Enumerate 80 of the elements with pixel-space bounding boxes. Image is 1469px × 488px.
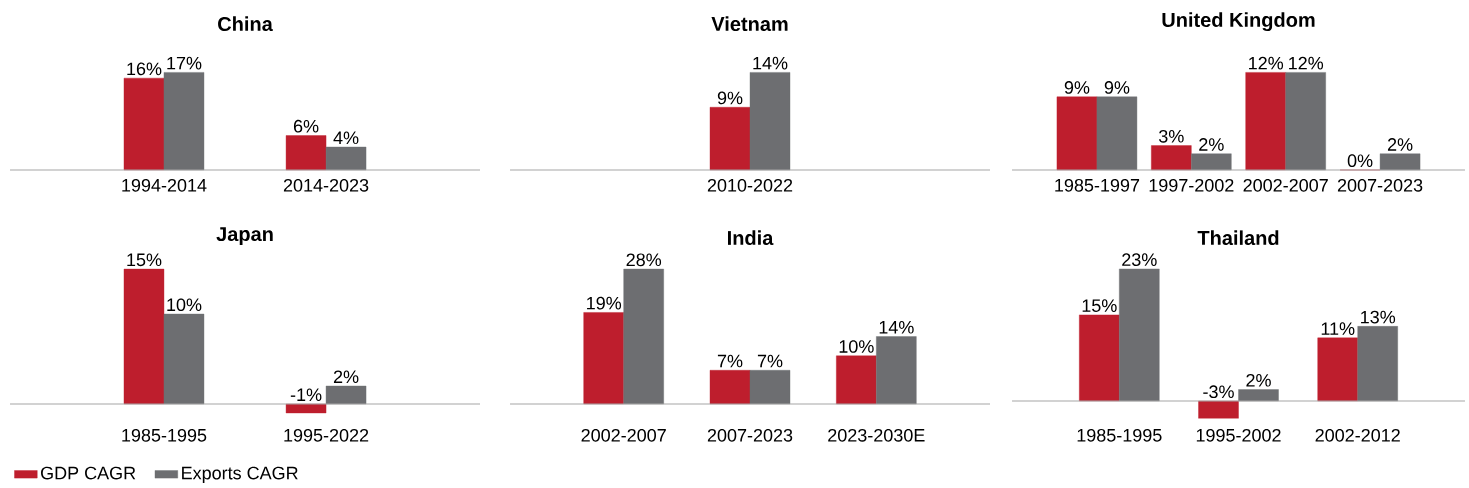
data-label: 14% [753, 56, 788, 70]
bar [876, 336, 917, 405]
x-tick-label: 2023-2030E [828, 428, 925, 442]
x-tick-label: 2010-2022 [707, 178, 793, 192]
data-label: 9% [717, 91, 743, 105]
data-label: 2% [1199, 138, 1224, 151]
data-label: 13% [1361, 310, 1396, 324]
chart-title: Japan [216, 227, 273, 246]
data-label: 28% [626, 253, 662, 267]
chart-title: India [728, 230, 774, 246]
bar [1245, 72, 1286, 171]
bar [285, 135, 327, 171]
bar [623, 268, 664, 405]
data-label: 10% [167, 298, 202, 312]
bar [1079, 314, 1120, 402]
x-tick-label: 1995-2002 [1196, 428, 1281, 442]
x-tick-label: 2002-2012 [1315, 428, 1400, 442]
bar [1056, 96, 1098, 171]
data-label: 15% [1082, 299, 1117, 312]
x-tick-label: 1985-1995 [1077, 428, 1162, 442]
x-tick-label: 1995-2022 [284, 428, 369, 442]
data-label: 19% [587, 296, 622, 310]
data-label: 0% [1347, 154, 1373, 168]
x-tick-label: 2007-2023 [707, 428, 793, 442]
bar [163, 313, 205, 405]
data-label: 4% [333, 131, 359, 145]
legend-label: Exports CAGR [182, 466, 298, 483]
data-label: 2% [1246, 373, 1271, 387]
chart-title: Vietnam [711, 16, 788, 32]
bar [1096, 96, 1138, 171]
bar [1191, 153, 1232, 171]
data-label: 12% [1249, 56, 1284, 70]
bar [1198, 400, 1239, 419]
data-label: 17% [167, 56, 202, 70]
bar [1151, 145, 1192, 171]
bar [1317, 337, 1358, 402]
bar [163, 72, 205, 171]
bar [1285, 72, 1326, 171]
data-label: 10% [839, 340, 874, 353]
chart-title: United Kingdom [1162, 12, 1315, 32]
data-label: 7% [757, 354, 783, 368]
data-label: -3% [1203, 385, 1234, 399]
x-tick-label: 1997-2002 [1149, 178, 1234, 192]
bar [325, 385, 367, 405]
x-tick-label: 1994-2014 [122, 178, 207, 192]
data-label: 15% [127, 253, 162, 267]
bar [123, 77, 165, 171]
chart-title: China [218, 16, 273, 32]
x-tick-label: 1985-1997 [1055, 178, 1140, 192]
data-label: 14% [879, 321, 914, 334]
bar [1357, 326, 1398, 402]
data-label: 16% [127, 62, 162, 76]
data-label: 9% [1104, 81, 1130, 94]
bar [285, 403, 327, 414]
data-label: 2% [1387, 138, 1413, 151]
bar [325, 146, 367, 171]
bar [749, 370, 791, 405]
legend-label: GDP CAGR [41, 466, 136, 480]
bar [1379, 153, 1421, 171]
data-label: 12% [1289, 56, 1324, 70]
data-label: 3% [1159, 129, 1184, 143]
bar [583, 312, 624, 405]
x-tick-label: 2014-2023 [283, 178, 369, 192]
bar [836, 355, 877, 405]
bar [709, 370, 751, 405]
data-label: 23% [1122, 253, 1157, 266]
x-tick-label: 2002-2007 [581, 428, 666, 442]
chart-title: Thailand [1197, 230, 1279, 246]
data-label: -1% [290, 388, 322, 402]
data-label: 7% [717, 354, 743, 368]
x-tick-label: 2002-2007 [1243, 178, 1328, 192]
data-label: 11% [1321, 322, 1355, 335]
bar [1238, 389, 1279, 402]
bar [1119, 268, 1160, 402]
x-tick-label: 1985-1995 [122, 428, 207, 442]
data-label: 2% [333, 370, 359, 384]
data-label: 6% [293, 119, 319, 133]
data-label: 9% [1064, 81, 1090, 94]
bar [123, 268, 165, 405]
x-tick-label: 2007-2023 [1337, 178, 1423, 192]
